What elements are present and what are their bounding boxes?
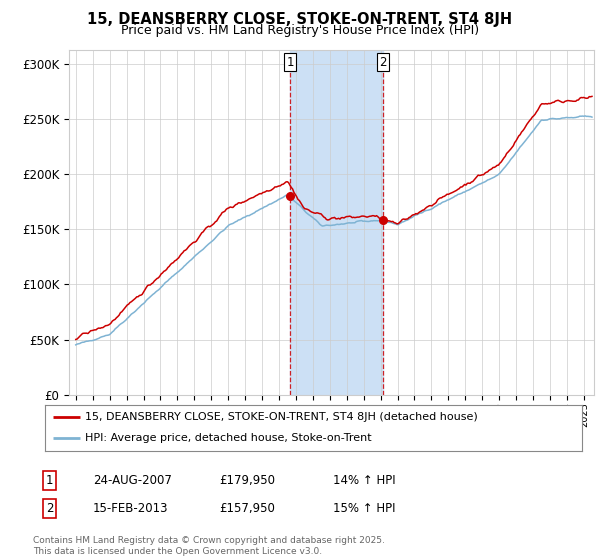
Text: Price paid vs. HM Land Registry's House Price Index (HPI): Price paid vs. HM Land Registry's House … (121, 24, 479, 37)
Text: 14% ↑ HPI: 14% ↑ HPI (333, 474, 395, 487)
Text: 15% ↑ HPI: 15% ↑ HPI (333, 502, 395, 515)
Bar (290, 50, 383, 395)
Text: 2: 2 (379, 55, 386, 68)
Text: 15, DEANSBERRY CLOSE, STOKE-ON-TRENT, ST4 8JH (detached house): 15, DEANSBERRY CLOSE, STOKE-ON-TRENT, ST… (85, 412, 478, 422)
Text: 24-AUG-2007: 24-AUG-2007 (93, 474, 172, 487)
Text: £179,950: £179,950 (219, 474, 275, 487)
Text: 1: 1 (46, 474, 53, 487)
Text: Contains HM Land Registry data © Crown copyright and database right 2025.
This d: Contains HM Land Registry data © Crown c… (33, 536, 385, 556)
Text: £157,950: £157,950 (219, 502, 275, 515)
Text: 15-FEB-2013: 15-FEB-2013 (93, 502, 169, 515)
Text: 2: 2 (46, 502, 53, 515)
Text: 1: 1 (286, 55, 294, 68)
Text: HPI: Average price, detached house, Stoke-on-Trent: HPI: Average price, detached house, Stok… (85, 433, 372, 444)
Text: 15, DEANSBERRY CLOSE, STOKE-ON-TRENT, ST4 8JH: 15, DEANSBERRY CLOSE, STOKE-ON-TRENT, ST… (88, 12, 512, 27)
